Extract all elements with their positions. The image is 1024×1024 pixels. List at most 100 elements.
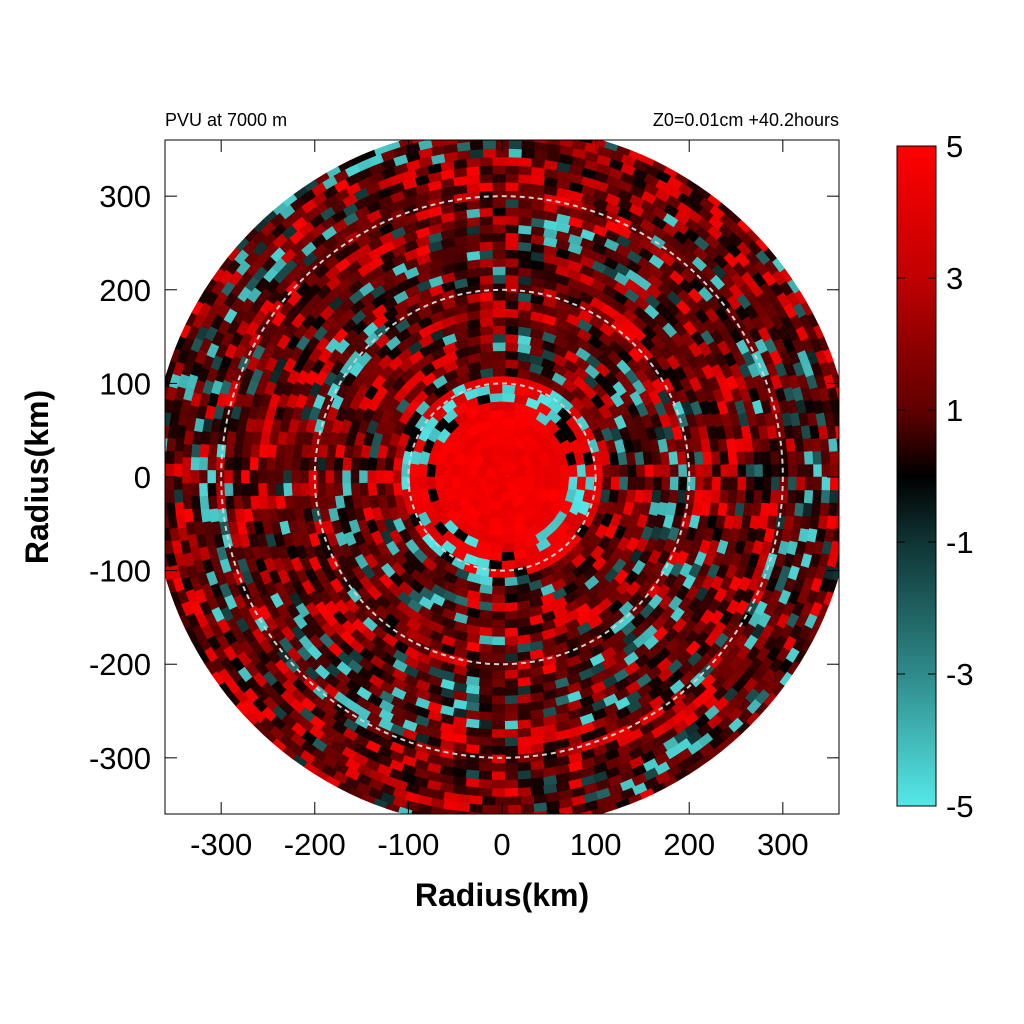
field-cell [836,438,839,452]
field-cell [504,720,519,731]
field-cell [517,249,532,261]
field-cell [165,514,170,529]
field-cell [482,796,496,806]
field-cell [504,232,519,242]
field-cell [517,710,532,722]
field-cell [350,457,361,472]
colorbar-tick-label: -5 [946,789,974,824]
field-cell [796,476,806,491]
field-cell [153,425,160,439]
field-cell [541,128,555,135]
field-cell [685,450,696,465]
field-cell [478,753,493,764]
field-cell [779,476,789,491]
field-cell [504,266,519,276]
field-cell [469,795,484,806]
field-cell [508,140,522,141]
field-cell [813,476,823,491]
field-cell [215,456,225,471]
field-cell [504,610,519,621]
field-cell [333,457,344,472]
field-cell [844,425,851,439]
field-cell [644,476,654,491]
field-cell [832,527,839,542]
field-cell [478,770,493,781]
field-cell [504,779,519,790]
field-cell [517,215,532,227]
field-cell [787,463,798,478]
field-cell [811,437,822,452]
field-cell [576,476,587,491]
field-cell [478,266,493,277]
field-cell [478,660,493,671]
field-cell [274,457,285,472]
field-cell [316,457,327,472]
field-cell [478,686,493,697]
field-cell [504,762,519,773]
field-cell [517,190,532,201]
field-cell [165,438,168,452]
field-cell [358,470,368,484]
field-cell [469,148,484,159]
field-cell [375,482,386,497]
field-cell [528,820,542,827]
field-cell [515,126,528,132]
y-tick-label: -100 [89,554,151,589]
field-cell [627,476,638,491]
field-cell [152,503,159,517]
field-cell [491,611,506,621]
field-cell [669,463,680,478]
field-cell [504,173,519,183]
field-cell [779,463,789,478]
field-cell [258,443,269,459]
field-cell [517,156,532,167]
field-cell [728,476,739,491]
field-cell [478,745,493,756]
field-cell [491,308,506,318]
field-cell [215,470,225,484]
field-cell [820,489,831,504]
field-cell [165,399,166,403]
field-cell [491,670,506,680]
field-cell [504,627,519,638]
field-cell [568,463,579,478]
field-cell [504,678,519,688]
field-cell [711,463,722,478]
field-cell [240,456,251,471]
field-cell [719,489,730,504]
y-tick-label: 300 [99,179,151,214]
field-cell [720,476,730,491]
field-cell [504,274,519,285]
field-cell [182,495,193,511]
field-cell [517,727,532,739]
field-cell [508,813,522,814]
field-cell [224,495,235,511]
field-cell [174,502,185,517]
field-cell [685,489,696,504]
field-cell [504,754,519,764]
field-cell [173,463,183,478]
field-cell [821,463,831,478]
field-cell [602,476,612,491]
field-cell [482,804,496,814]
field-cell [488,409,503,420]
field-cell [463,820,477,827]
field-cell [173,450,184,465]
field-cell [478,736,493,747]
field-cell [478,779,493,789]
field-cell [491,249,506,259]
field-cell [517,232,532,244]
field-cell [282,457,293,472]
field-cell [554,130,568,138]
field-cell [502,126,515,132]
field-cell [153,516,160,530]
field-cell [491,367,506,377]
field-cell [469,140,484,151]
field-cell [520,795,535,806]
field-cell [463,127,477,134]
field-cell [223,470,233,484]
field-cell [568,476,579,491]
field-cell [324,457,335,472]
field-cell [508,140,522,150]
field-cell [367,457,378,472]
